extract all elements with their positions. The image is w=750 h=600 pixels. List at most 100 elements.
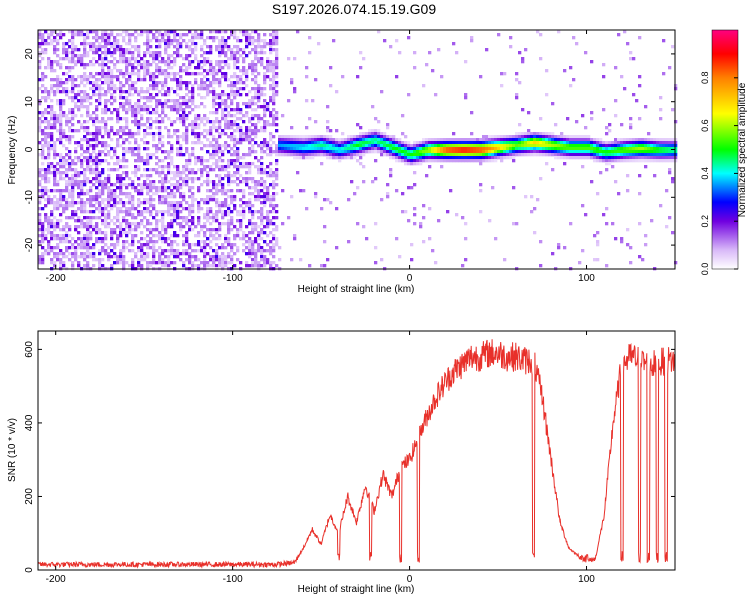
heatmap-cell (104, 252, 108, 256)
heatmap-cell (44, 198, 48, 202)
heatmap-cell (275, 264, 279, 268)
heatmap-cell (113, 243, 117, 247)
heatmap-cell (146, 255, 150, 259)
heatmap-cell (530, 153, 534, 157)
heatmap-cell (275, 63, 279, 67)
heatmap-cell (107, 186, 111, 190)
heatmap-cell (221, 168, 225, 172)
heatmap-cell (71, 159, 75, 163)
heatmap-cell (218, 174, 222, 178)
heatmap-cell (56, 87, 60, 91)
heatmap-cell (227, 165, 231, 169)
heatmap-cell (350, 138, 354, 142)
heatmap-cell (227, 261, 231, 265)
heatmap-cell (122, 141, 126, 145)
heatmap-cell (98, 204, 102, 208)
heatmap-cell (215, 126, 219, 130)
heatmap-cell (53, 234, 57, 238)
heatmap-cell (596, 231, 600, 235)
heatmap-cell (170, 150, 174, 154)
heatmap-cell (494, 135, 498, 139)
heatmap-cell (527, 153, 531, 157)
heatmap-cell (65, 153, 69, 157)
heatmap-cell (638, 153, 642, 157)
heatmap-cell (209, 132, 213, 136)
heatmap-cell (47, 105, 51, 109)
heatmap-cell (146, 33, 150, 37)
heatmap-cell (224, 255, 228, 259)
heatmap-cell (107, 177, 111, 181)
heatmap-cell (368, 138, 372, 142)
heatmap-cell (302, 144, 306, 148)
heatmap-cell (182, 39, 186, 43)
heatmap-cell (470, 36, 474, 40)
heatmap-cell (80, 147, 84, 151)
heatmap-cell (293, 57, 297, 61)
heatmap-cell (146, 186, 150, 190)
heatmap-cell (254, 249, 258, 253)
heatmap-cell (194, 177, 198, 181)
heatmap-cell (56, 99, 60, 103)
heatmap-cell (665, 144, 669, 148)
heatmap-cell (449, 141, 453, 145)
heatmap-cell (47, 123, 51, 127)
heatmap-cell (251, 264, 255, 268)
heatmap-cell (191, 201, 195, 205)
heatmap-cell (614, 156, 618, 160)
heatmap-cell (218, 123, 222, 127)
heatmap-cell (113, 66, 117, 70)
heatmap-cell (119, 33, 123, 37)
heatmap-cell (296, 171, 300, 175)
heatmap-cell (74, 180, 78, 184)
heatmap-cell (83, 201, 87, 205)
heatmap-cell (185, 150, 189, 154)
heatmap-cell (224, 75, 228, 79)
heatmap-cell (215, 162, 219, 166)
heatmap-cell (521, 108, 525, 112)
heatmap-cell (122, 147, 126, 151)
heatmap-cell (68, 150, 72, 154)
heatmap-cell (242, 165, 246, 169)
heatmap-cell (236, 246, 240, 250)
heatmap-cell (206, 195, 210, 199)
heatmap-cell (56, 243, 60, 247)
heatmap-cell (635, 156, 639, 160)
heatmap-cell (566, 144, 570, 148)
heatmap-cell (296, 141, 300, 145)
heatmap-cell (77, 186, 81, 190)
heatmap-cell (500, 159, 504, 163)
heatmap-cell (149, 261, 153, 265)
heatmap-cell (206, 237, 210, 241)
heatmap-cell (98, 192, 102, 196)
heatmap-cell (119, 198, 123, 202)
heatmap-cell (236, 156, 240, 160)
heatmap-cell (632, 153, 636, 157)
heatmap-cell (269, 51, 273, 55)
heatmap-cell (62, 234, 66, 238)
heatmap-cell (101, 207, 105, 211)
heatmap-cell (89, 117, 93, 121)
heatmap-cell (185, 126, 189, 130)
heatmap-cell (110, 255, 114, 259)
heatmap-cell (44, 180, 48, 184)
heatmap-cell (521, 135, 525, 139)
heatmap-cell (248, 222, 252, 226)
heatmap-cell (158, 54, 162, 58)
heatmap-cell (140, 87, 144, 91)
heatmap-cell (182, 81, 186, 85)
heatmap-cell (185, 216, 189, 220)
heatmap-cell (668, 216, 672, 220)
heatmap-cell (512, 222, 516, 226)
heatmap-cell (80, 114, 84, 118)
heatmap-cell (104, 39, 108, 43)
heatmap-cell (59, 99, 63, 103)
heatmap-cell (158, 66, 162, 70)
heatmap-cell (221, 30, 225, 34)
heatmap-cell (164, 39, 168, 43)
heatmap-cell (194, 33, 198, 37)
heatmap-cell (269, 84, 273, 88)
heatmap-cell (170, 222, 174, 226)
heatmap-cell (56, 117, 60, 121)
heatmap-cell (80, 30, 84, 34)
heatmap-cell (83, 243, 87, 247)
